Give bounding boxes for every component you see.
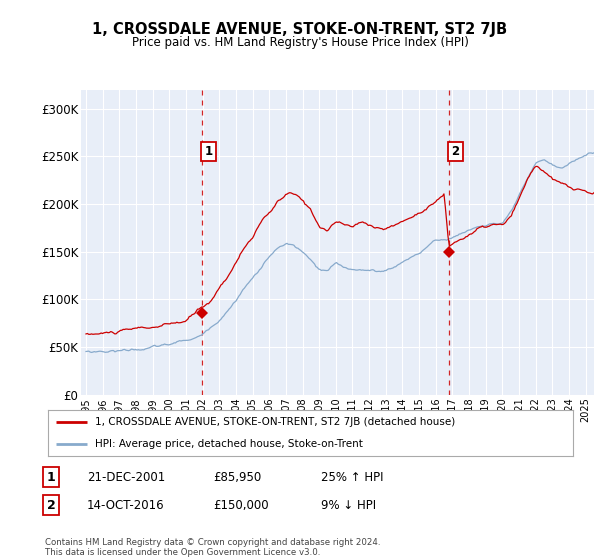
Text: Contains HM Land Registry data © Crown copyright and database right 2024.
This d: Contains HM Land Registry data © Crown c… bbox=[45, 538, 380, 557]
Text: 1, CROSSDALE AVENUE, STOKE-ON-TRENT, ST2 7JB: 1, CROSSDALE AVENUE, STOKE-ON-TRENT, ST2… bbox=[92, 22, 508, 38]
Text: 2: 2 bbox=[47, 498, 55, 512]
Text: £150,000: £150,000 bbox=[213, 498, 269, 512]
Text: £85,950: £85,950 bbox=[213, 470, 261, 484]
Text: HPI: Average price, detached house, Stoke-on-Trent: HPI: Average price, detached house, Stok… bbox=[95, 438, 363, 449]
Text: 1, CROSSDALE AVENUE, STOKE-ON-TRENT, ST2 7JB (detached house): 1, CROSSDALE AVENUE, STOKE-ON-TRENT, ST2… bbox=[95, 417, 455, 427]
Text: 1: 1 bbox=[205, 145, 213, 158]
Text: 21-DEC-2001: 21-DEC-2001 bbox=[87, 470, 165, 484]
Text: Price paid vs. HM Land Registry's House Price Index (HPI): Price paid vs. HM Land Registry's House … bbox=[131, 36, 469, 49]
Text: 25% ↑ HPI: 25% ↑ HPI bbox=[321, 470, 383, 484]
Text: 2: 2 bbox=[451, 145, 460, 158]
Text: 14-OCT-2016: 14-OCT-2016 bbox=[87, 498, 164, 512]
Text: 1: 1 bbox=[47, 470, 55, 484]
Text: 9% ↓ HPI: 9% ↓ HPI bbox=[321, 498, 376, 512]
